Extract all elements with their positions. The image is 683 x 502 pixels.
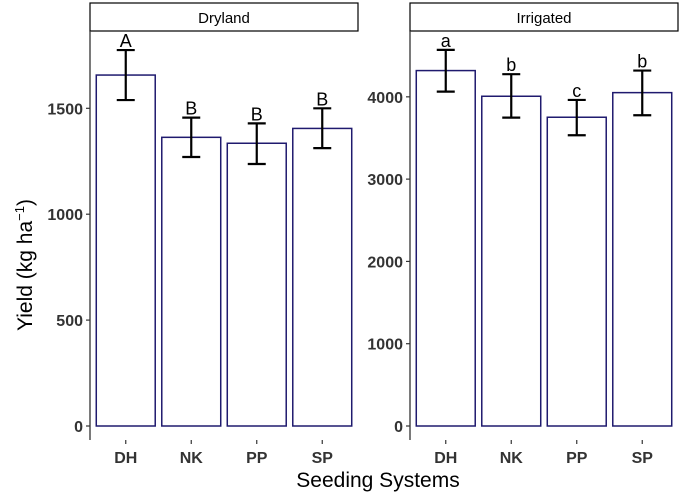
y-axis-label-superscript: −1 <box>12 206 27 221</box>
x-tick-label: SP <box>312 450 334 467</box>
significance-letter: A <box>120 31 132 51</box>
x-tick-label: NK <box>180 450 204 467</box>
panel-dryland: Dryland 0 500 1000 1500 A DH B NK B PP B SP <box>47 2 359 467</box>
bar-sp <box>292 127 353 427</box>
facet-title: Dryland <box>198 10 250 27</box>
y-tick-label: 1000 <box>47 207 83 224</box>
y-tick-label: 3000 <box>367 172 403 189</box>
significance-letter: B <box>185 99 197 119</box>
x-axis-label: Seeding Systems <box>296 469 459 492</box>
x-tick-label: PP <box>566 450 588 467</box>
facet-title: Irrigated <box>516 10 571 27</box>
significance-letter: b <box>506 55 516 75</box>
facet-strip <box>89 2 359 32</box>
bar-sp <box>612 91 673 427</box>
bar-pp <box>546 116 607 427</box>
bar-nk <box>481 95 542 427</box>
bar-dh <box>415 69 476 427</box>
significance-letter: B <box>316 89 328 109</box>
bar-nk <box>161 136 222 427</box>
panel-irrigated: Irrigated 0 1000 2000 3000 4000 a DH b NK c PP b SP <box>367 2 679 467</box>
y-tick-label: 4000 <box>367 90 403 107</box>
x-tick-label: PP <box>246 450 268 467</box>
y-tick-label: 1000 <box>367 337 403 354</box>
x-tick-label: DH <box>434 450 457 467</box>
y-axis-label-end: ) <box>14 199 37 206</box>
x-tick-label: SP <box>632 450 654 467</box>
y-tick-label: 2000 <box>367 254 403 271</box>
facet-strip <box>409 2 679 32</box>
y-tick-label: 0 <box>74 419 83 436</box>
y-axis-label-main: Yield (kg ha <box>14 221 37 331</box>
y-tick-label: 1500 <box>47 101 83 118</box>
x-tick-label: DH <box>114 450 137 467</box>
y-tick-label: 500 <box>56 313 83 330</box>
bar-pp <box>226 142 287 427</box>
significance-letter: B <box>251 104 263 124</box>
y-axis-label: Yield (kg ha−1) <box>12 199 37 331</box>
bar-dh <box>95 74 156 427</box>
y-tick-label: 0 <box>394 419 403 436</box>
significance-letter: c <box>572 81 581 101</box>
significance-letter: a <box>441 31 452 51</box>
significance-letter: b <box>637 52 647 72</box>
x-tick-label: NK <box>500 450 524 467</box>
